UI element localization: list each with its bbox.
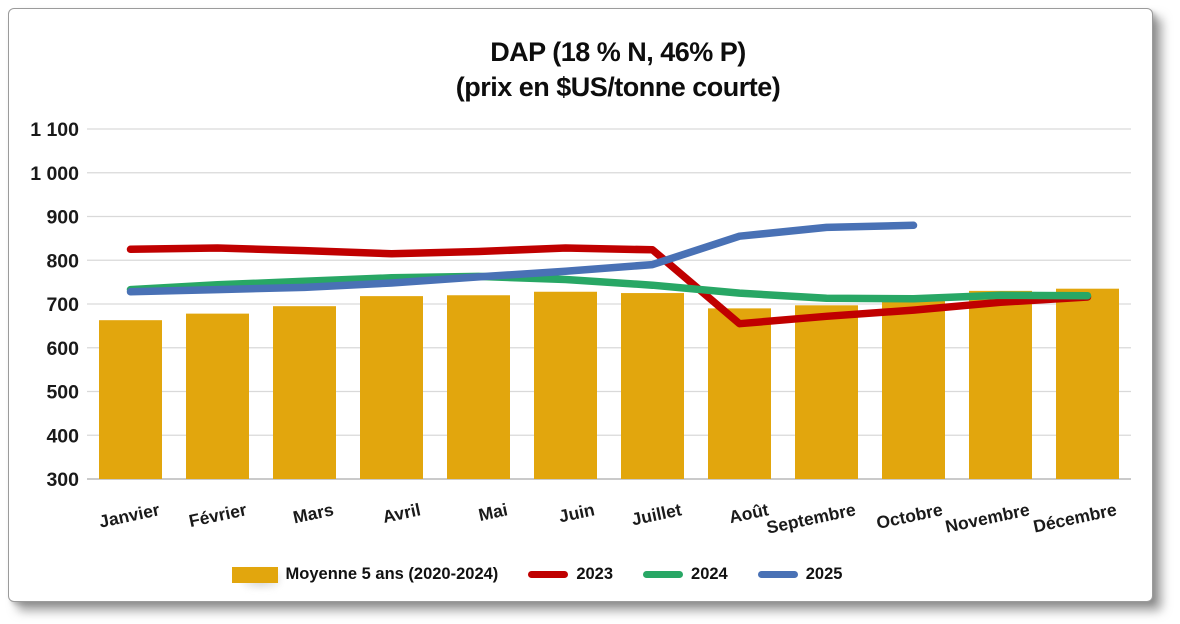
x-axis-label-Février: Février — [187, 499, 248, 531]
bar-Février — [186, 313, 249, 479]
bar-Avril — [360, 296, 423, 479]
chart-card[interactable]: DAP (18 % N, 46% P) (prix en $US/tonne c… — [8, 8, 1153, 602]
legend-swatch-Moyenne 5 ans (2020-2024) — [231, 566, 278, 583]
legend-label-2025: 2025 — [805, 565, 843, 583]
line-2025 — [126, 221, 918, 296]
y-axis-label: 800 — [46, 250, 79, 272]
legend-label-Moyenne 5 ans (2020-2024): Moyenne 5 ans (2020-2024) — [285, 565, 499, 583]
y-axis-label: 400 — [46, 425, 79, 447]
bar-Mars — [273, 306, 336, 479]
legend-item-2025[interactable]: 2025 — [757, 565, 843, 584]
y-axis-label: 500 — [46, 382, 79, 404]
legend-item-Moyenne 5 ans (2020-2024)[interactable]: Moyenne 5 ans (2020-2024) — [231, 565, 499, 584]
legend-label-2023: 2023 — [576, 565, 614, 583]
legend-swatch-2023 — [528, 571, 569, 578]
legend-item-2024[interactable]: 2024 — [643, 565, 728, 584]
gridlines: 300 400 500 600 700 800 900 1 000 1 100 — [30, 119, 1131, 491]
x-axis-label-Août: Août — [727, 499, 770, 527]
line-2024 — [126, 272, 1092, 303]
x-axis-label-Avril: Avril — [381, 499, 423, 527]
bar-Juin — [534, 291, 597, 479]
x-axis-label-Décembre: Décembre — [1031, 499, 1118, 536]
x-axis-label-Novembre: Novembre — [943, 499, 1031, 536]
y-axis-label: 600 — [46, 338, 79, 360]
chart-title-line2: (prix en $US/tonne courte) — [455, 72, 781, 102]
chart-title: DAP (18 % N, 46% P) (prix en $US/tonne c… — [97, 35, 1139, 105]
x-axis-label-Mars: Mars — [291, 499, 335, 527]
chart-legend: Moyenne 5 ans (2020-2024) 2023 2024 2025 — [97, 565, 977, 584]
y-axis-label: 1 000 — [30, 163, 79, 185]
x-axis-labels: Janvier Février Mars Avril Mai Juin Juillet Aoû… — [97, 499, 1118, 537]
x-axis-label-Juillet: Juillet — [630, 499, 684, 529]
legend-swatch-2024 — [643, 571, 684, 578]
bar-series — [99, 288, 1119, 479]
bar-Novembre — [969, 290, 1032, 479]
bar-Septembre — [795, 305, 858, 479]
line-2023 — [126, 244, 1092, 328]
bar-Juillet — [621, 293, 684, 479]
y-axis-label: 900 — [46, 207, 79, 229]
x-axis-label-Septembre: Septembre — [765, 499, 858, 537]
y-axis-label: 1 100 — [30, 119, 79, 141]
x-axis-label-Octobre: Octobre — [875, 499, 945, 533]
chart-title-line1: DAP (18 % N, 46% P) — [490, 37, 746, 67]
bar-Octobre — [882, 299, 945, 479]
bar-Mai — [447, 295, 510, 479]
bar-Août — [708, 308, 771, 479]
x-axis-label-Juin: Juin — [557, 499, 596, 526]
legend-label-2024: 2024 — [691, 565, 728, 583]
bar-Janvier — [99, 320, 162, 479]
y-axis-label: 300 — [46, 469, 79, 491]
bar-Décembre — [1056, 288, 1119, 479]
legend-swatch-2025 — [757, 571, 798, 578]
x-axis-label-Mai: Mai — [477, 499, 510, 525]
x-axis-label-Janvier: Janvier — [97, 499, 161, 531]
legend-item-2023[interactable]: 2023 — [528, 565, 613, 584]
y-axis-label: 700 — [46, 294, 79, 316]
